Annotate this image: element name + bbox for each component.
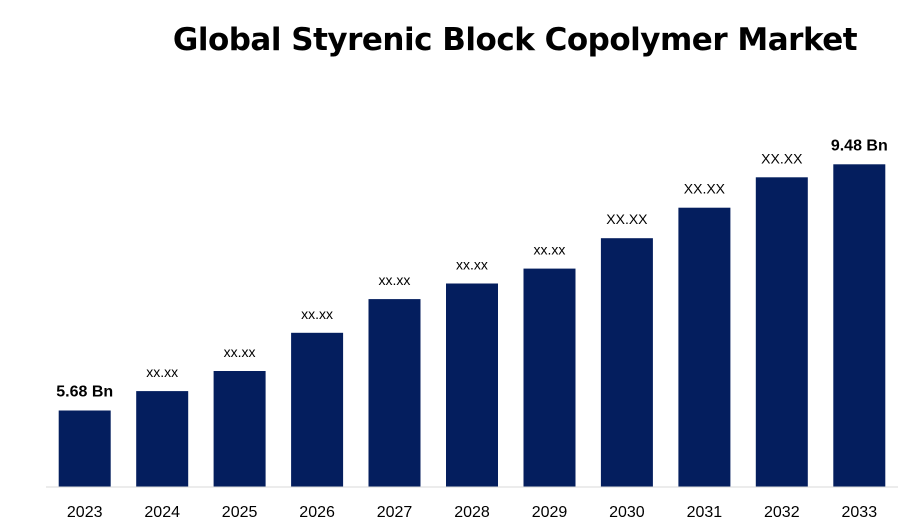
data-label-2031: XX.XX xyxy=(684,181,726,197)
data-label-2028: xx.xx xyxy=(456,257,488,273)
data-label-2033: 9.48 Bn xyxy=(831,137,888,154)
x-tick-2027: 2027 xyxy=(377,504,413,521)
data-label-2030: XX.XX xyxy=(606,211,648,227)
bar-2025 xyxy=(213,371,266,487)
bar-2031 xyxy=(678,207,731,487)
data-label-2027: xx.xx xyxy=(379,272,411,288)
x-tick-2025: 2025 xyxy=(222,504,258,521)
data-label-2024: xx.xx xyxy=(146,364,178,380)
data-labels-layer: 5.68 Bn xx.xx xx.xx xx.xx xx.xx xx.xx xx.xx XX.… xyxy=(56,137,888,400)
bars-layer xyxy=(58,164,886,488)
data-label-2029: xx.xx xyxy=(534,242,566,258)
x-tick-2030: 2030 xyxy=(609,504,645,521)
x-tick-2029: 2029 xyxy=(532,504,568,521)
x-tick-2024: 2024 xyxy=(144,504,180,521)
chart-title: Global Styrenic Block Copolymer Market xyxy=(172,22,858,58)
data-label-2032: XX.XX xyxy=(761,150,803,166)
x-tick-2028: 2028 xyxy=(454,504,490,521)
data-label-2025: xx.xx xyxy=(224,344,256,360)
bar-2023 xyxy=(58,410,111,487)
x-tick-2023: 2023 xyxy=(67,504,103,521)
data-label-2026: xx.xx xyxy=(301,306,333,322)
bar-2030 xyxy=(600,238,653,487)
data-label-2023: 5.68 Bn xyxy=(56,384,113,401)
bar-2028 xyxy=(446,283,498,487)
bar-2026 xyxy=(291,332,344,487)
x-tick-2026: 2026 xyxy=(299,504,335,521)
x-tick-labels-layer: 2023 2024 2025 2026 2027 2028 2029 2030 2031 2032… xyxy=(67,504,877,521)
bar-2033 xyxy=(833,164,886,488)
x-tick-2031: 2031 xyxy=(687,504,723,521)
bar-2027 xyxy=(368,299,421,487)
x-tick-2032: 2032 xyxy=(764,504,800,521)
x-tick-2033: 2033 xyxy=(842,504,878,521)
bar-2029 xyxy=(523,268,576,487)
bar-2024 xyxy=(136,391,189,487)
bar-2032 xyxy=(755,177,808,488)
